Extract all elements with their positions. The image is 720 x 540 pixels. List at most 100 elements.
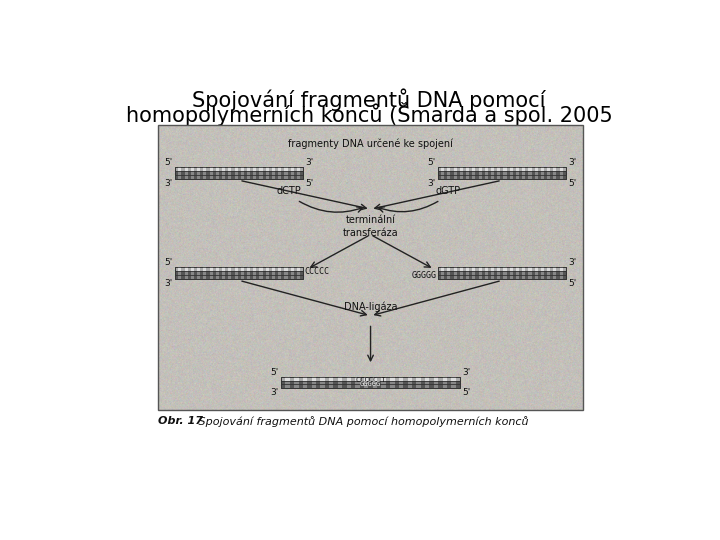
Bar xyxy=(197,171,200,179)
Bar xyxy=(443,377,447,384)
Bar xyxy=(259,167,263,175)
Bar xyxy=(547,171,550,179)
Bar xyxy=(535,271,538,279)
Bar xyxy=(491,171,494,179)
Bar xyxy=(175,171,303,179)
Text: 5': 5' xyxy=(568,179,577,188)
Bar xyxy=(235,171,238,179)
Bar xyxy=(547,271,550,279)
Bar xyxy=(472,271,475,279)
Bar xyxy=(454,171,456,179)
Bar xyxy=(460,267,463,275)
Bar xyxy=(438,267,566,275)
Bar xyxy=(278,267,282,275)
Bar xyxy=(460,171,463,179)
Bar xyxy=(510,271,513,279)
Bar xyxy=(281,381,460,388)
Bar xyxy=(272,271,275,279)
Text: 5': 5' xyxy=(271,368,279,377)
Bar xyxy=(485,267,488,275)
Bar xyxy=(491,167,494,175)
Bar xyxy=(266,271,269,279)
Bar xyxy=(175,167,303,175)
Bar xyxy=(216,167,219,175)
Bar xyxy=(203,271,207,279)
Bar xyxy=(485,167,488,175)
Bar xyxy=(291,171,294,179)
Bar xyxy=(222,267,225,275)
Bar xyxy=(175,167,303,175)
Bar xyxy=(210,271,212,279)
Bar xyxy=(191,171,194,179)
Bar xyxy=(247,267,250,275)
Bar xyxy=(503,267,507,275)
Bar xyxy=(346,381,351,388)
Bar xyxy=(303,377,307,384)
Bar xyxy=(222,171,225,179)
Bar xyxy=(281,381,460,388)
Bar xyxy=(535,267,538,275)
Text: homopolymerních konců (Šmarda a spol. 2005: homopolymerních konců (Šmarda a spol. 20… xyxy=(125,102,613,126)
Bar xyxy=(416,377,420,384)
Bar xyxy=(253,267,256,275)
Bar xyxy=(373,377,377,384)
Bar xyxy=(516,271,519,279)
Bar xyxy=(216,271,219,279)
Bar xyxy=(382,377,386,384)
Bar xyxy=(294,377,299,384)
Bar xyxy=(479,167,482,175)
Bar xyxy=(528,267,531,275)
Bar xyxy=(510,167,513,175)
Bar xyxy=(203,267,207,275)
Bar xyxy=(547,267,550,275)
Text: 3': 3' xyxy=(271,388,279,397)
Bar xyxy=(320,381,325,388)
Bar xyxy=(203,171,207,179)
Bar xyxy=(390,381,395,388)
Bar xyxy=(460,271,463,279)
Bar xyxy=(441,167,444,175)
Bar xyxy=(541,267,544,275)
Bar xyxy=(184,167,188,175)
Text: dCTP: dCTP xyxy=(276,186,302,196)
Bar xyxy=(253,171,256,179)
Bar xyxy=(503,167,507,175)
Bar xyxy=(284,267,287,275)
Bar xyxy=(184,171,188,179)
Bar xyxy=(364,377,369,384)
Bar xyxy=(184,267,188,275)
Bar xyxy=(498,271,500,279)
Bar xyxy=(240,271,244,279)
Bar xyxy=(451,377,456,384)
Bar xyxy=(278,167,282,175)
Bar xyxy=(528,171,531,179)
Bar xyxy=(399,381,403,388)
Text: 5': 5' xyxy=(165,158,173,167)
Bar xyxy=(355,377,359,384)
Bar xyxy=(320,377,325,384)
Bar xyxy=(291,271,294,279)
Bar xyxy=(498,267,500,275)
Bar xyxy=(441,271,444,279)
Bar xyxy=(559,267,563,275)
Bar xyxy=(266,167,269,175)
Bar xyxy=(516,167,519,175)
Bar xyxy=(491,271,494,279)
Bar xyxy=(247,167,250,175)
Bar xyxy=(399,377,403,384)
Text: CCCCC T: CCCCC T xyxy=(356,377,385,383)
Text: Obr. 17: Obr. 17 xyxy=(158,416,203,426)
Bar xyxy=(203,167,207,175)
Bar xyxy=(228,171,231,179)
Text: 5': 5' xyxy=(568,279,577,288)
Bar xyxy=(454,271,456,279)
Bar xyxy=(425,377,430,384)
Bar xyxy=(438,271,566,279)
Bar xyxy=(441,267,444,275)
Bar xyxy=(291,167,294,175)
Bar xyxy=(329,381,333,388)
Bar xyxy=(535,167,538,175)
Bar xyxy=(443,381,447,388)
Bar xyxy=(472,167,475,175)
Bar xyxy=(535,171,538,179)
